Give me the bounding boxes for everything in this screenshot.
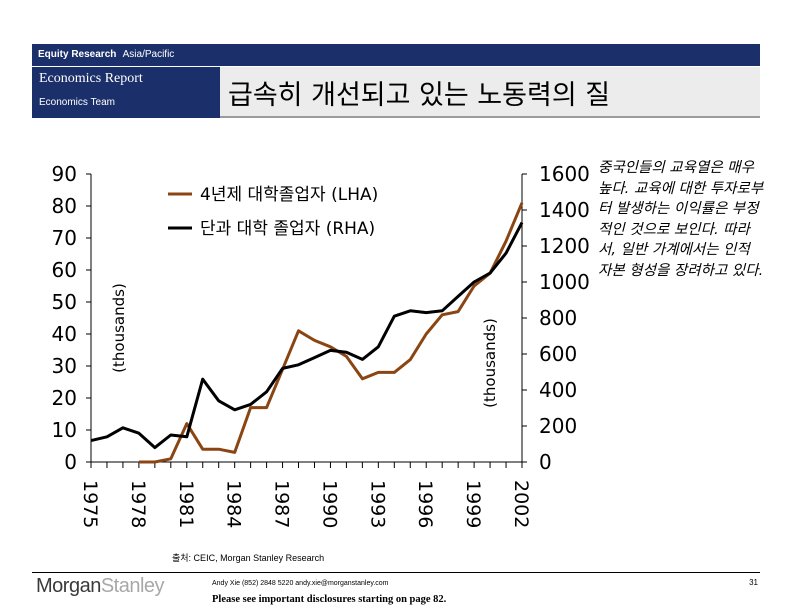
left-axis-tick-label: 10 bbox=[52, 418, 77, 442]
analyst-contact: Andy Xie (852) 2848 5220 andy.xie@morgan… bbox=[212, 580, 389, 587]
left-axis-tick-label: 70 bbox=[52, 226, 77, 250]
left-axis-label: (thousands) bbox=[110, 283, 128, 373]
logo-part-2: Stanley bbox=[100, 575, 165, 597]
x-axis-tick-label: 1999 bbox=[462, 480, 484, 528]
series-line-2 bbox=[90, 221, 524, 450]
page-number: 31 bbox=[749, 578, 758, 587]
x-axis-tick-label: 1993 bbox=[366, 480, 388, 528]
right-axis-tick-label: 800 bbox=[539, 306, 577, 330]
left-axis-tick-label: 30 bbox=[52, 354, 77, 378]
disclosure-link[interactable]: Please see important disclosures startin… bbox=[212, 594, 447, 605]
right-axis-tick-label: 1600 bbox=[539, 162, 590, 186]
region-label: Asia/Pacific bbox=[122, 49, 175, 60]
title-area: 급속히 개선되고 있는 노동력의 질 bbox=[220, 67, 760, 118]
right-axis-tick-label: 1400 bbox=[539, 198, 590, 222]
right-axis-tick-label: 400 bbox=[539, 378, 577, 402]
x-axis-tick-label: 1996 bbox=[414, 480, 436, 528]
page-title: 급속히 개선되고 있는 노동력의 질 bbox=[228, 80, 611, 111]
right-axis-tick-label: 1000 bbox=[539, 270, 590, 294]
commentary-text: 중국인들의 교육열은 매우 높다. 교육에 대한 투자로부터 발생하는 이익률은… bbox=[598, 160, 764, 279]
x-axis-tick-label: 1981 bbox=[175, 480, 197, 528]
morgan-stanley-logo: MorganStanley bbox=[36, 575, 165, 598]
left-axis-tick-label: 0 bbox=[64, 450, 77, 474]
x-axis-tick-label: 1990 bbox=[318, 480, 340, 528]
report-info-panel: Economics Report Economics Team bbox=[32, 67, 220, 118]
left-axis-tick-label: 50 bbox=[52, 290, 77, 314]
right-axis-label: (thousands) bbox=[481, 318, 499, 408]
team-name: Economics Team bbox=[39, 97, 115, 108]
report-name: Economics Report bbox=[39, 71, 143, 86]
left-axis-tick-label: 60 bbox=[52, 258, 77, 282]
right-axis-tick-label: 1200 bbox=[539, 234, 590, 258]
x-axis-tick-label: 1984 bbox=[223, 480, 245, 528]
x-axis-tick-label: 2002 bbox=[510, 480, 532, 528]
right-axis-tick-label: 0 bbox=[539, 450, 552, 474]
footer-divider bbox=[32, 572, 760, 573]
legend-label-2: 단과 대학 졸업자 (RHA) bbox=[200, 219, 375, 239]
source-note: 출처: CEIC, Morgan Stanley Research bbox=[172, 553, 325, 563]
left-axis-tick-label: 40 bbox=[52, 322, 77, 346]
section-label: Equity Research bbox=[38, 49, 117, 60]
x-axis-tick-label: 1987 bbox=[271, 480, 293, 528]
logo-part-1: Morgan bbox=[36, 575, 101, 597]
legend-label-1: 4년제 대학졸업자 (LHA) bbox=[200, 185, 378, 205]
header-bar: Equity Research Asia/Pacific bbox=[32, 44, 760, 66]
left-axis-tick-label: 90 bbox=[52, 162, 77, 186]
right-axis-tick-label: 200 bbox=[539, 414, 577, 438]
x-axis-tick-label: 1975 bbox=[79, 480, 101, 528]
left-axis-tick-label: 80 bbox=[52, 194, 77, 218]
x-axis-tick-label: 1978 bbox=[127, 480, 149, 528]
left-axis-tick-label: 20 bbox=[52, 386, 77, 410]
series-line-1 bbox=[138, 202, 524, 464]
right-axis-tick-label: 600 bbox=[539, 342, 577, 366]
